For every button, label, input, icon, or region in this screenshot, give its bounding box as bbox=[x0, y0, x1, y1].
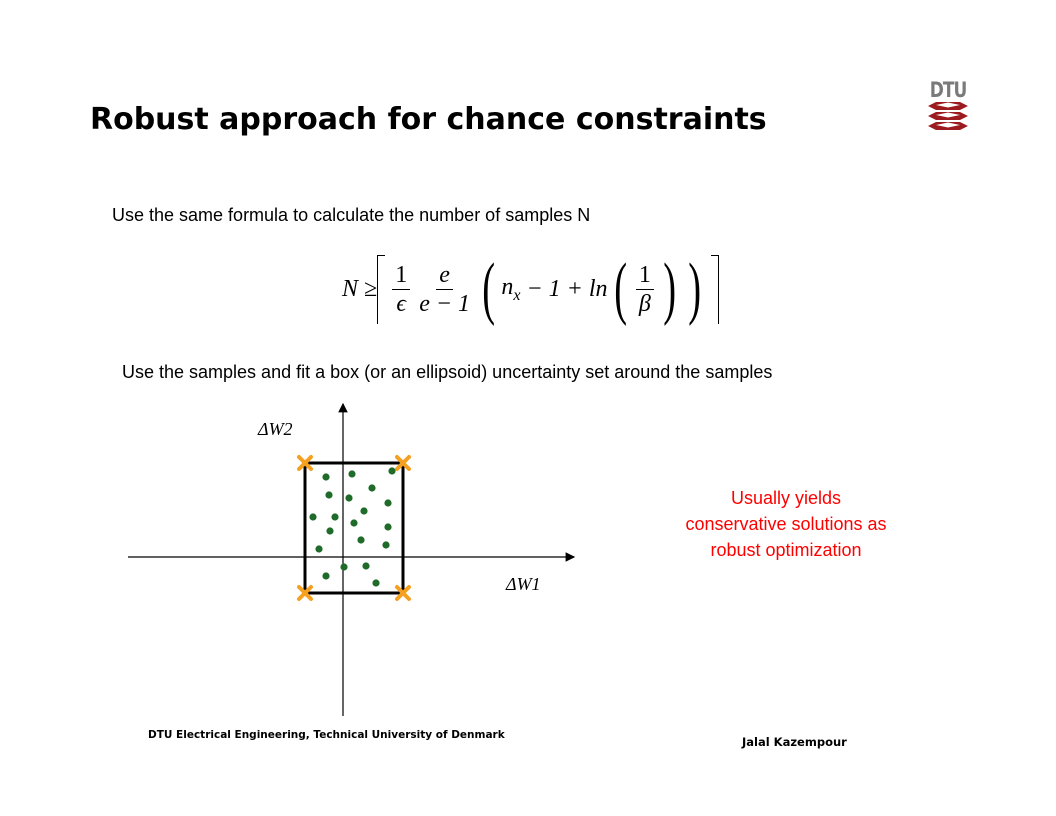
box-uncertainty-set bbox=[303, 461, 405, 595]
sample-point bbox=[384, 523, 392, 531]
sample-point bbox=[388, 467, 396, 475]
slide-title: Robust approach for chance constraints bbox=[90, 102, 767, 137]
sample-point bbox=[331, 513, 339, 521]
formula-middle: − 1 + ln bbox=[526, 275, 608, 302]
note-line: conservative solutions as bbox=[685, 514, 887, 534]
frac-den: β bbox=[638, 290, 651, 317]
sample-point bbox=[382, 541, 390, 549]
sample-point bbox=[322, 473, 330, 481]
sample-point bbox=[326, 527, 334, 535]
samples-formula-text: Use the same formula to calculate the nu… bbox=[112, 205, 591, 225]
sample-point bbox=[340, 563, 348, 571]
paren-left-inner: ( bbox=[613, 250, 627, 327]
corner-marker bbox=[297, 585, 313, 601]
frac-den: e − 1 bbox=[419, 290, 471, 317]
frac-num: 1 bbox=[635, 261, 654, 290]
x-axis-label: ΔW1 bbox=[506, 574, 541, 594]
fraction-one-over-beta: 1 β bbox=[635, 261, 654, 318]
sample-point bbox=[372, 579, 380, 587]
sample-point bbox=[360, 507, 368, 515]
sample-point bbox=[384, 499, 392, 507]
sample-point bbox=[348, 470, 356, 478]
sample-size-formula: N ≥ 1 ϵ e e − 1 ( nx − 1 + ln ( 1 β ) ) bbox=[342, 250, 720, 327]
sample-point bbox=[362, 562, 370, 570]
sample-point bbox=[368, 484, 376, 492]
footer-department: DTU Electrical Engineering, Technical Un… bbox=[148, 729, 505, 741]
conservative-note: Usually yields conservative solutions as… bbox=[650, 485, 922, 563]
paren-right: ) bbox=[688, 250, 702, 327]
logo-wave-icon bbox=[928, 102, 968, 130]
sample-point bbox=[357, 536, 365, 544]
sample-point bbox=[315, 545, 323, 553]
sample-point bbox=[325, 491, 333, 499]
frac-num: 1 bbox=[392, 261, 411, 290]
formula-nx: nx bbox=[501, 273, 521, 304]
formula-lhs: N ≥ bbox=[342, 275, 378, 302]
frac-num: e bbox=[436, 261, 453, 290]
corner-marker bbox=[395, 585, 411, 601]
sample-point bbox=[322, 572, 330, 580]
dtu-logo: DTU bbox=[928, 78, 968, 134]
corner-marker bbox=[395, 455, 411, 471]
note-line: Usually yields bbox=[730, 488, 842, 508]
frac-den: ϵ bbox=[396, 290, 407, 317]
ceil-right bbox=[711, 254, 720, 324]
sample-point bbox=[309, 513, 317, 521]
sample-point bbox=[345, 494, 353, 502]
y-axis-label: ΔW2 bbox=[258, 419, 293, 439]
fraction-e-over-e-minus-one: e e − 1 bbox=[416, 261, 473, 318]
ceil-left bbox=[377, 254, 386, 324]
paren-right-inner: ) bbox=[663, 250, 676, 327]
note-line: robust optimization bbox=[710, 540, 862, 560]
box-fit-text: Use the samples and fit a box (or an ell… bbox=[122, 362, 773, 382]
fraction-one-over-epsilon: 1 ϵ bbox=[392, 261, 411, 318]
logo-text: DTU bbox=[929, 78, 968, 103]
paren-left: ( bbox=[482, 250, 496, 327]
sample-point bbox=[350, 519, 358, 527]
footer-author: Jalal Kazempour bbox=[742, 735, 847, 749]
corner-marker bbox=[297, 455, 313, 471]
